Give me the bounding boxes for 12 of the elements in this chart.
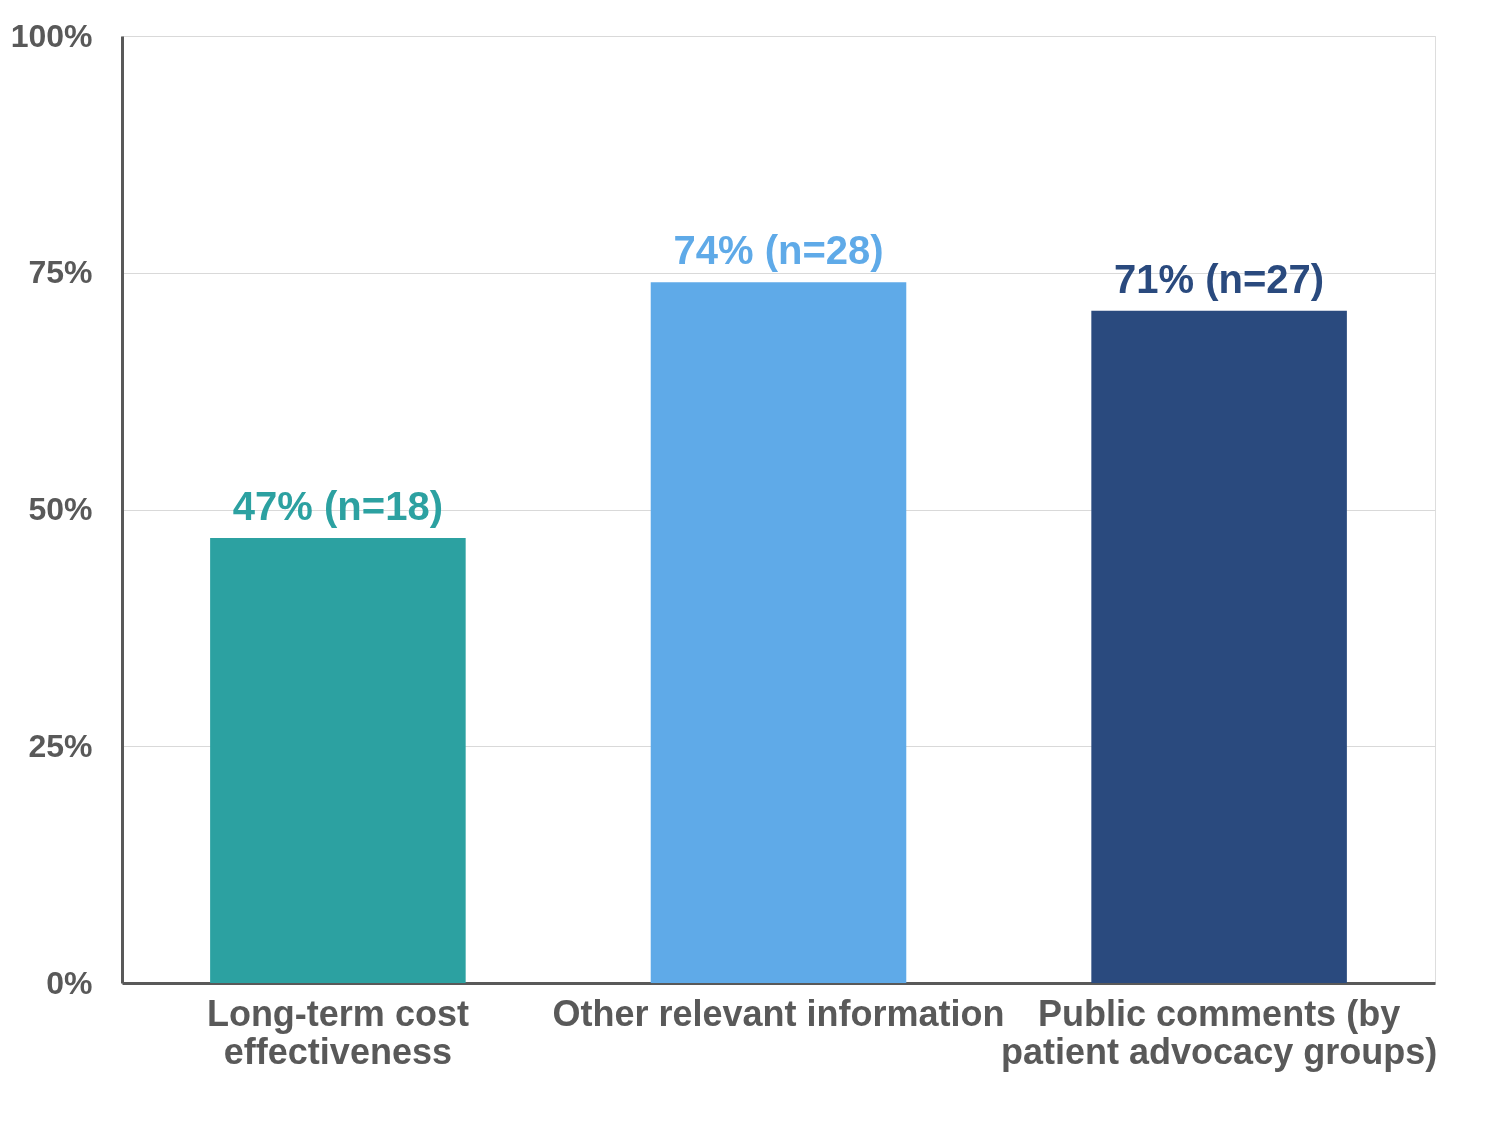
x-tick-label: Long-term cost effectiveness [206,992,469,1072]
y-tick-label: 100% [10,17,93,54]
bar [1091,310,1347,983]
y-tick-label: 50% [28,491,93,527]
data-label: 74% (n=28) [673,228,884,273]
bar [210,537,466,983]
data-label: 47% (n=18) [232,483,443,528]
y-tick-label: 0% [46,964,93,1001]
y-tick-label: 75% [28,254,93,291]
bar [650,282,907,983]
data-label: 71% (n=27) [1114,256,1325,301]
y-tick-label: 25% [28,727,93,764]
